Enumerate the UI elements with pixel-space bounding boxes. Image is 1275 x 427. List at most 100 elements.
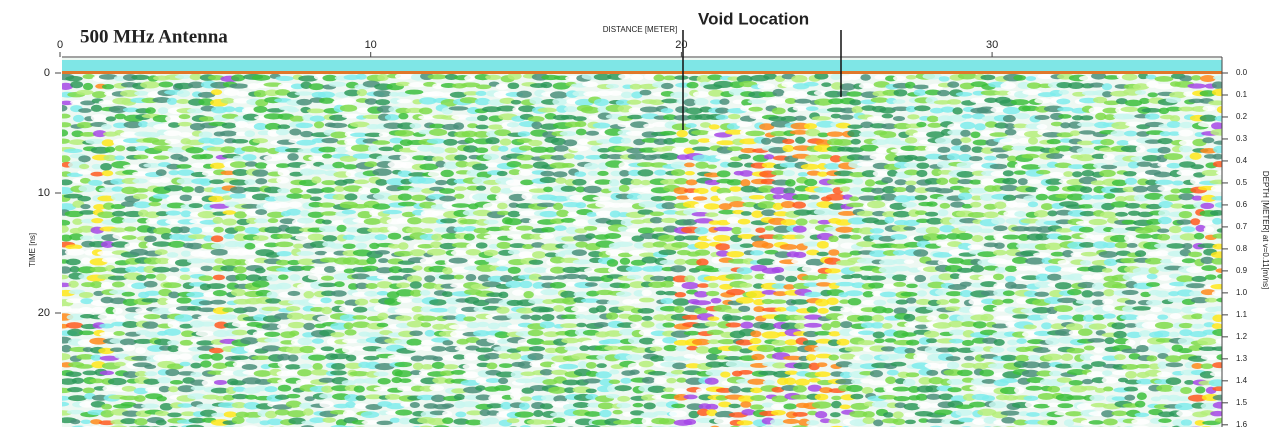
reflection bbox=[475, 242, 488, 249]
reflection bbox=[133, 201, 151, 209]
reflection bbox=[1121, 348, 1141, 354]
reflection bbox=[834, 178, 854, 184]
reflection bbox=[852, 177, 864, 185]
reflection bbox=[302, 408, 314, 416]
reflection bbox=[649, 99, 665, 106]
reflection bbox=[585, 130, 599, 136]
reflection bbox=[861, 387, 874, 395]
reflection bbox=[1005, 321, 1017, 328]
reflection bbox=[420, 346, 434, 352]
reflection bbox=[277, 188, 290, 194]
reflection bbox=[244, 179, 256, 185]
reflection bbox=[321, 219, 332, 225]
reflection bbox=[220, 370, 236, 376]
reflection bbox=[916, 218, 930, 224]
reflection bbox=[62, 129, 69, 137]
reflection bbox=[1062, 250, 1074, 258]
reflection bbox=[961, 113, 973, 119]
reflection bbox=[695, 346, 710, 354]
reflection bbox=[955, 409, 973, 416]
reflection bbox=[1034, 281, 1051, 288]
y2-tick-label: 0.3 bbox=[1236, 134, 1248, 143]
reflection bbox=[1023, 324, 1037, 330]
reflection bbox=[132, 178, 148, 184]
reflection bbox=[528, 273, 542, 281]
reflection bbox=[563, 139, 578, 147]
reflection bbox=[264, 196, 278, 202]
reflection bbox=[659, 152, 680, 161]
reflection bbox=[177, 169, 195, 176]
reflection bbox=[1136, 345, 1149, 353]
reflection bbox=[674, 75, 689, 80]
reflection bbox=[393, 250, 414, 257]
reflection bbox=[913, 353, 928, 361]
reflection bbox=[1124, 234, 1135, 242]
reflection bbox=[165, 210, 182, 216]
reflection bbox=[727, 161, 743, 168]
reflection bbox=[505, 179, 523, 186]
reflection bbox=[716, 219, 731, 226]
reflection bbox=[639, 186, 656, 194]
reflection bbox=[1141, 108, 1162, 113]
reflection bbox=[715, 107, 730, 114]
reflection bbox=[373, 371, 389, 377]
reflection bbox=[683, 353, 696, 359]
reflection bbox=[1134, 400, 1146, 408]
reflection bbox=[583, 225, 598, 231]
reflection bbox=[220, 146, 237, 154]
reflection bbox=[318, 282, 337, 288]
reflection bbox=[334, 299, 345, 305]
reflection bbox=[1072, 171, 1083, 178]
reflection bbox=[1195, 224, 1206, 232]
reflection bbox=[387, 275, 406, 281]
reflection bbox=[91, 306, 105, 314]
reflection bbox=[1208, 379, 1222, 387]
reflection bbox=[1057, 314, 1073, 320]
reflection bbox=[828, 241, 839, 249]
reflection bbox=[1102, 298, 1114, 305]
reflection bbox=[792, 225, 807, 233]
reflection bbox=[673, 305, 685, 313]
reflection bbox=[1144, 192, 1164, 200]
reflection bbox=[830, 113, 842, 119]
reflection bbox=[627, 153, 646, 160]
reflection bbox=[1088, 323, 1107, 330]
reflection bbox=[1157, 274, 1172, 281]
reflection bbox=[1154, 83, 1174, 90]
reflection bbox=[299, 363, 313, 369]
reflection bbox=[564, 106, 578, 113]
reflection bbox=[596, 139, 613, 144]
reflection bbox=[669, 410, 687, 418]
reflection bbox=[831, 395, 842, 401]
reflection bbox=[906, 195, 918, 201]
reflection bbox=[771, 283, 788, 289]
reflection bbox=[1002, 170, 1014, 177]
reflection bbox=[148, 201, 161, 207]
reflection bbox=[560, 290, 576, 299]
reflection bbox=[1017, 178, 1028, 186]
reflection bbox=[334, 281, 345, 288]
reflection bbox=[826, 131, 844, 137]
reflection bbox=[695, 388, 707, 394]
reflection bbox=[715, 154, 735, 160]
reflection bbox=[1079, 115, 1094, 121]
reflection bbox=[1172, 180, 1184, 186]
reflection bbox=[892, 418, 906, 425]
reflection bbox=[993, 282, 1008, 290]
reflection bbox=[180, 250, 191, 257]
reflection bbox=[253, 105, 268, 113]
reflection bbox=[277, 233, 293, 239]
reflection bbox=[1033, 210, 1049, 218]
reflection bbox=[254, 267, 266, 274]
reflection bbox=[826, 273, 842, 280]
reflection bbox=[89, 337, 108, 345]
reflection bbox=[904, 162, 920, 168]
reflection bbox=[167, 340, 180, 346]
reflection bbox=[805, 258, 825, 267]
reflection bbox=[549, 256, 565, 264]
reflection bbox=[1104, 337, 1115, 345]
reflection bbox=[1127, 161, 1140, 169]
reflection bbox=[639, 297, 655, 303]
reflection bbox=[223, 88, 240, 97]
reflection bbox=[342, 178, 356, 184]
